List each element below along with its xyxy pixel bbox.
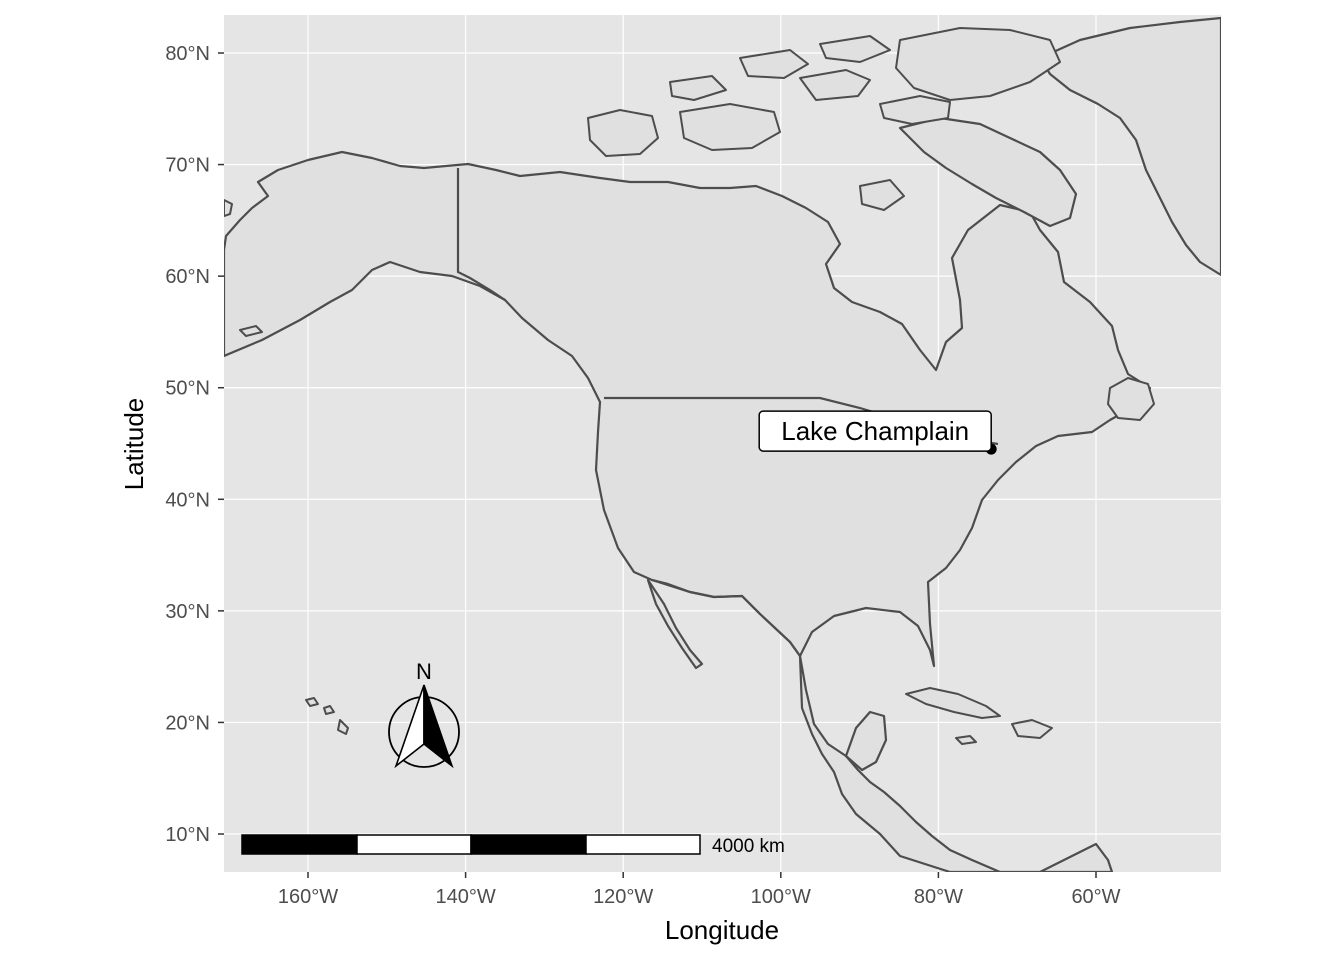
scale-segment-1 xyxy=(241,834,358,855)
y-tick-label: 70°N xyxy=(165,155,210,177)
hawaii-islands xyxy=(305,697,319,707)
arctic-island-d xyxy=(669,75,727,101)
x-tick-label: 120°W xyxy=(593,886,653,908)
aleutian-islands xyxy=(239,325,263,337)
hawaii-islands-2 xyxy=(323,705,335,715)
greenland xyxy=(1038,16,1221,277)
y-axis-title: Latitude xyxy=(119,398,149,491)
x-tick-label: 100°W xyxy=(751,886,811,908)
arctic-island-b xyxy=(739,49,809,79)
y-tick-label: 20°N xyxy=(165,712,210,734)
location-marker[interactable]: Lake Champlain xyxy=(758,410,997,455)
central-america xyxy=(798,654,1114,872)
hawaii-big-island xyxy=(337,719,349,735)
location-label-box xyxy=(758,410,992,452)
x-tick-label: 160°W xyxy=(278,886,338,908)
y-tick-label: 10°N xyxy=(165,824,210,846)
north-arrow-label: N xyxy=(416,659,432,684)
y-axis: 10°N 20°N 30°N 40°N 50°N 60°N 70°N 80°N xyxy=(165,43,224,846)
baffin-island xyxy=(898,116,1078,228)
hispaniola xyxy=(1011,719,1053,739)
yucatan xyxy=(844,710,888,772)
ellesmere-island xyxy=(895,27,1061,101)
scale-bar-label: 4000 km xyxy=(712,836,785,857)
x-axis-title: Longitude xyxy=(665,915,779,945)
southampton-island xyxy=(859,179,905,211)
newfoundland xyxy=(1107,377,1155,421)
y-tick-label: 80°N xyxy=(165,43,210,65)
chukotka xyxy=(224,199,233,217)
arctic-island-a xyxy=(799,69,871,101)
alaska-canada-border xyxy=(456,168,506,301)
banks-island xyxy=(587,109,659,157)
landmasses xyxy=(224,16,1221,872)
jamaica xyxy=(955,735,977,745)
x-axis: 160°W 140°W 120°W 100°W 80°W 60°W xyxy=(278,872,1121,908)
x-tick-label: 80°W xyxy=(914,886,963,908)
cuba xyxy=(905,687,1001,719)
north-arrow: N xyxy=(388,659,460,769)
scale-segment-4 xyxy=(585,834,701,855)
arctic-island-c xyxy=(819,35,891,63)
scale-bar: 4000 km xyxy=(241,834,785,857)
scale-segment-2 xyxy=(356,834,472,855)
baja-california xyxy=(646,578,704,670)
north-arrow-right-half xyxy=(423,684,454,769)
y-tick-label: 50°N xyxy=(165,378,210,400)
scale-segment-3 xyxy=(470,834,587,855)
x-tick-label: 140°W xyxy=(435,886,495,908)
location-label: Lake Champlain xyxy=(781,416,969,446)
y-tick-label: 40°N xyxy=(165,489,210,511)
us-mexico-border xyxy=(651,578,801,657)
devon-island xyxy=(879,95,951,125)
y-tick-label: 30°N xyxy=(165,601,210,623)
victoria-island xyxy=(679,103,781,151)
y-tick-label: 60°N xyxy=(165,266,210,288)
x-tick-label: 60°W xyxy=(1071,886,1120,908)
